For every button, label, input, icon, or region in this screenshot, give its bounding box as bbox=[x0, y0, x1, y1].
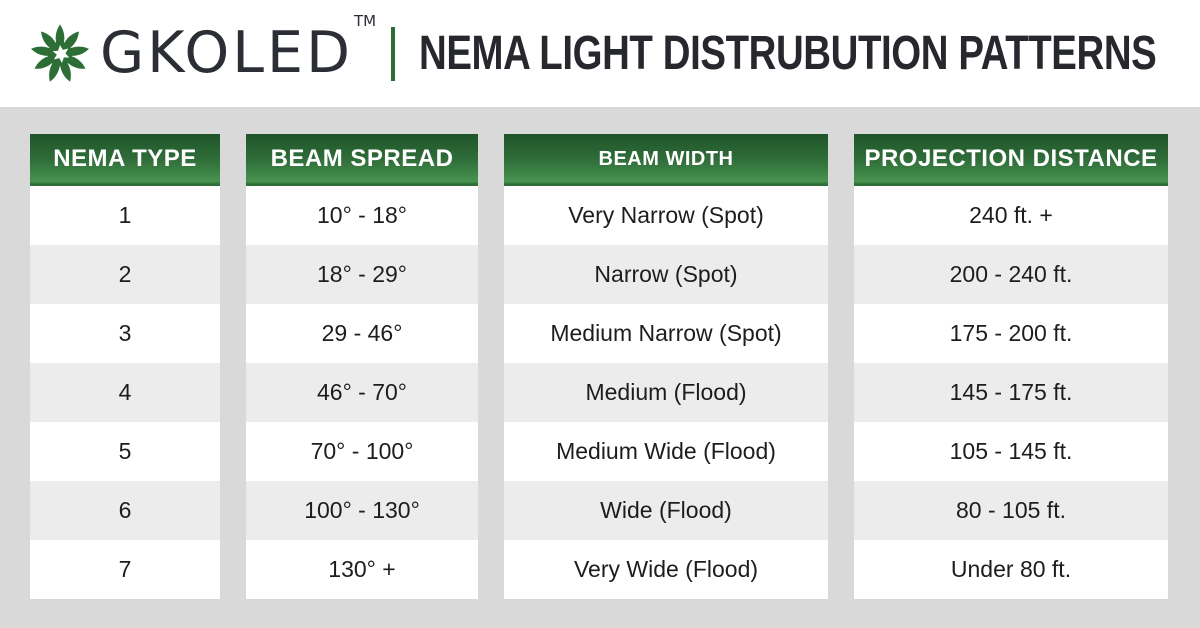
table-column: BEAM SPREAD 10° - 18° 18° - 29° 29 - 46° 46°… bbox=[246, 134, 478, 599]
column-header: BEAM WIDTH bbox=[504, 134, 828, 186]
table-cell: Under 80 ft. bbox=[854, 540, 1168, 599]
table-cell: 3 bbox=[30, 304, 220, 363]
nema-table: NEMA TYPE 1 2 3 4 5 6 7 BEAM SPREAD 10° - 18° 18° … bbox=[30, 134, 1170, 599]
table-cell: 7 bbox=[30, 540, 220, 599]
table-cell: Medium Narrow (Spot) bbox=[504, 304, 828, 363]
table-cell: 18° - 29° bbox=[246, 245, 478, 304]
star-center bbox=[52, 44, 70, 63]
brand-wordmark-text: GKOLED bbox=[100, 20, 353, 86]
table-cell: 10° - 18° bbox=[246, 186, 478, 245]
table-cell: 2 bbox=[30, 245, 220, 304]
table-cell: 240 ft. + bbox=[854, 186, 1168, 245]
table-cell: 145 - 175 ft. bbox=[854, 363, 1168, 422]
table-column: BEAM WIDTH Very Narrow (Spot) Narrow (Spot… bbox=[504, 134, 828, 599]
table-cell: 105 - 145 ft. bbox=[854, 422, 1168, 481]
table-cell: 46° - 70° bbox=[246, 363, 478, 422]
table-cell: 29 - 46° bbox=[246, 304, 478, 363]
table-cell: Medium Wide (Flood) bbox=[504, 422, 828, 481]
brand-divider bbox=[391, 26, 396, 81]
column-header: BEAM SPREAD bbox=[246, 134, 478, 186]
table-cell: 6 bbox=[30, 481, 220, 540]
table-cell: 70° - 100° bbox=[246, 422, 478, 481]
column-header: PROJECTION DISTANCE bbox=[854, 134, 1168, 186]
table-cell: 200 - 240 ft. bbox=[854, 245, 1168, 304]
table-cell: 175 - 200 ft. bbox=[854, 304, 1168, 363]
table-column: PROJECTION DISTANCE 240 ft. +200 - 240 ft… bbox=[854, 134, 1168, 599]
trademark-symbol: TM bbox=[353, 12, 377, 30]
table-cell: Very Narrow (Spot) bbox=[504, 186, 828, 245]
table-cell: Narrow (Spot) bbox=[504, 245, 828, 304]
brand-wordmark: GKOLEDTM bbox=[100, 14, 376, 82]
flower-starburst-icon bbox=[31, 24, 89, 82]
table-cell: 80 - 105 ft. bbox=[854, 481, 1168, 540]
table-cell: Very Wide (Flood) bbox=[504, 540, 828, 599]
column-header: NEMA TYPE bbox=[30, 134, 220, 186]
table-cell: 130° + bbox=[246, 540, 478, 599]
table-cell: Medium (Flood) bbox=[504, 363, 828, 422]
table-cell: Wide (Flood) bbox=[504, 481, 828, 540]
table-column: NEMA TYPE 1 2 3 4 5 6 7 bbox=[30, 134, 220, 599]
table-cell: 1 bbox=[30, 186, 220, 245]
table-cell: 100° - 130° bbox=[246, 481, 478, 540]
brand-band: GKOLEDTM NEMA LIGHT DISTRUBUTION PATTERN… bbox=[0, 0, 1200, 107]
brand-logo: GKOLEDTM bbox=[28, 14, 376, 86]
page-title: NEMA LIGHT DISTRUBUTION PATTERNS bbox=[419, 26, 1157, 80]
table-cell: 4 bbox=[30, 363, 220, 422]
table-cell: 5 bbox=[30, 422, 220, 481]
